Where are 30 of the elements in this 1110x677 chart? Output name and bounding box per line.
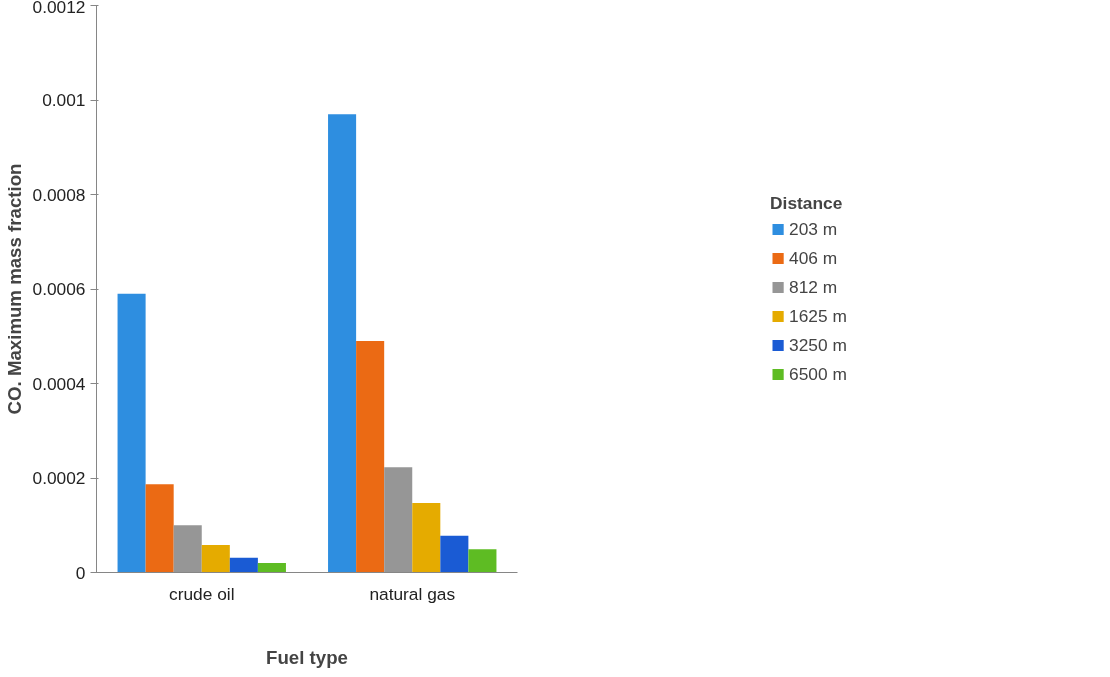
bar [229, 557, 258, 573]
bar [145, 484, 174, 573]
bar [117, 293, 146, 573]
y-tick-label: 0.0008 [32, 184, 86, 205]
legend-label: 406 m [789, 247, 838, 269]
x-axis-title: Fuel type [266, 646, 348, 668]
bar [257, 563, 286, 573]
bar [412, 503, 441, 573]
y-tick-label: 0.0012 [32, 0, 86, 17]
y-tick-label: 0.0002 [32, 468, 86, 488]
bar [328, 114, 357, 573]
x-tick-label: crude oil [169, 583, 235, 604]
y-axis-title: CO. Maximum mass fraction [3, 163, 25, 415]
legend-label: 1625 m [789, 305, 847, 327]
bar [173, 525, 202, 573]
legend-label: 3250 m [789, 334, 847, 356]
bar [201, 545, 230, 573]
x-tick-label: natural gas [369, 583, 456, 604]
y-tick-label: 0.0004 [32, 373, 86, 394]
legend-label: 203 m [789, 218, 838, 240]
y-tick-label: 0.001 [42, 90, 86, 110]
bar [468, 549, 497, 573]
legend-title: Distance [770, 192, 844, 214]
y-tick-label: 0.0006 [32, 279, 86, 299]
legend-label: 6500 m [789, 363, 847, 385]
bar [356, 340, 385, 573]
bar [440, 535, 469, 573]
bar [384, 467, 413, 573]
legend-label: 812 m [789, 276, 838, 298]
y-tick-label: 0 [75, 562, 86, 583]
